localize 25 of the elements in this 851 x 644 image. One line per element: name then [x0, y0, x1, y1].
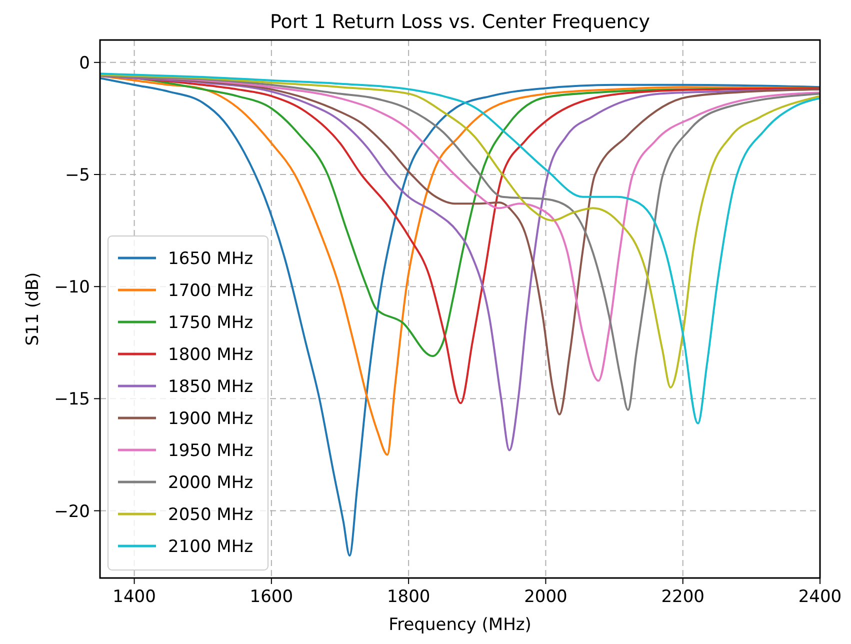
- x-tick-label: 2200: [661, 587, 704, 607]
- legend-label: 2050 MHz: [168, 505, 254, 525]
- legend-label: 1850 MHz: [168, 377, 254, 397]
- x-tick-label: 2400: [798, 587, 842, 607]
- x-tick-label: 1600: [250, 587, 294, 607]
- y-axis-title: S11 (dB): [23, 272, 43, 346]
- x-tick-label: 1800: [386, 587, 430, 607]
- x-tick-label: 2000: [524, 587, 568, 607]
- legend-label: 2000 MHz: [168, 473, 254, 493]
- x-axis-title: Frequency (MHz): [388, 615, 532, 635]
- line-series: [100, 77, 820, 557]
- legend-label: 1900 MHz: [168, 409, 254, 429]
- y-tick-label: 0: [79, 53, 90, 74]
- legend-label: 1750 MHz: [168, 313, 254, 333]
- legend-label: 1650 MHz: [168, 249, 254, 269]
- legend-label: 1950 MHz: [168, 441, 254, 461]
- y-tick-label: −5: [64, 166, 90, 186]
- legend-label: 1700 MHz: [168, 281, 254, 301]
- y-tick-label: −15: [54, 390, 90, 410]
- legend-label: 2100 MHz: [168, 537, 254, 557]
- y-tick-label: −10: [54, 278, 90, 298]
- x-tick-label: 1400: [112, 587, 156, 607]
- chart-title: Port 1 Return Loss vs. Center Frequency: [270, 11, 650, 33]
- legend-label: 1800 MHz: [168, 345, 254, 365]
- y-tick-label: −20: [54, 502, 90, 522]
